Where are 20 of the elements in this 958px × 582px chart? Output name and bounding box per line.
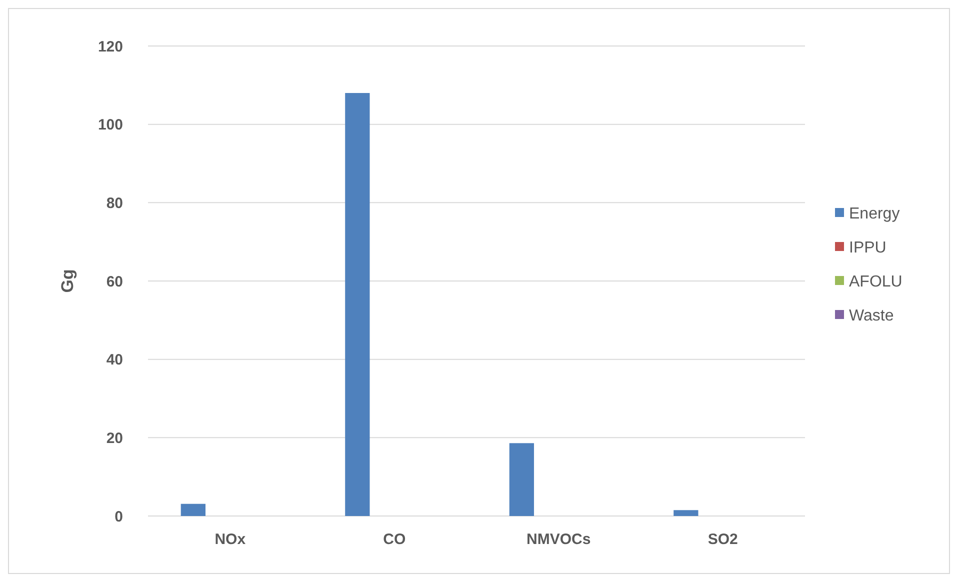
x-tick-label: NOx — [214, 531, 246, 548]
y-tick-label: 100 — [98, 116, 123, 134]
x-tick-label: SO2 — [708, 531, 738, 548]
legend-label: AFOLU — [849, 274, 902, 291]
bar — [345, 93, 370, 516]
x-tick-label: NMVOCs — [526, 531, 591, 548]
y-tick-label: 120 — [98, 38, 123, 56]
bar — [674, 510, 698, 516]
legend-label: Waste — [849, 308, 894, 325]
legend-label: IPPU — [849, 240, 886, 257]
y-tick-label: 60 — [106, 273, 123, 290]
y-tick-label: 40 — [106, 352, 123, 369]
x-tick-label: CO — [383, 531, 406, 548]
y-tick-label: 20 — [106, 430, 123, 447]
y-tick-label: 0 — [114, 508, 123, 526]
legend-label: Energy — [849, 206, 900, 223]
y-axis-title: Gg — [58, 269, 77, 293]
y-tick-label: 80 — [106, 194, 123, 212]
bar — [509, 443, 534, 516]
bar — [180, 504, 206, 516]
